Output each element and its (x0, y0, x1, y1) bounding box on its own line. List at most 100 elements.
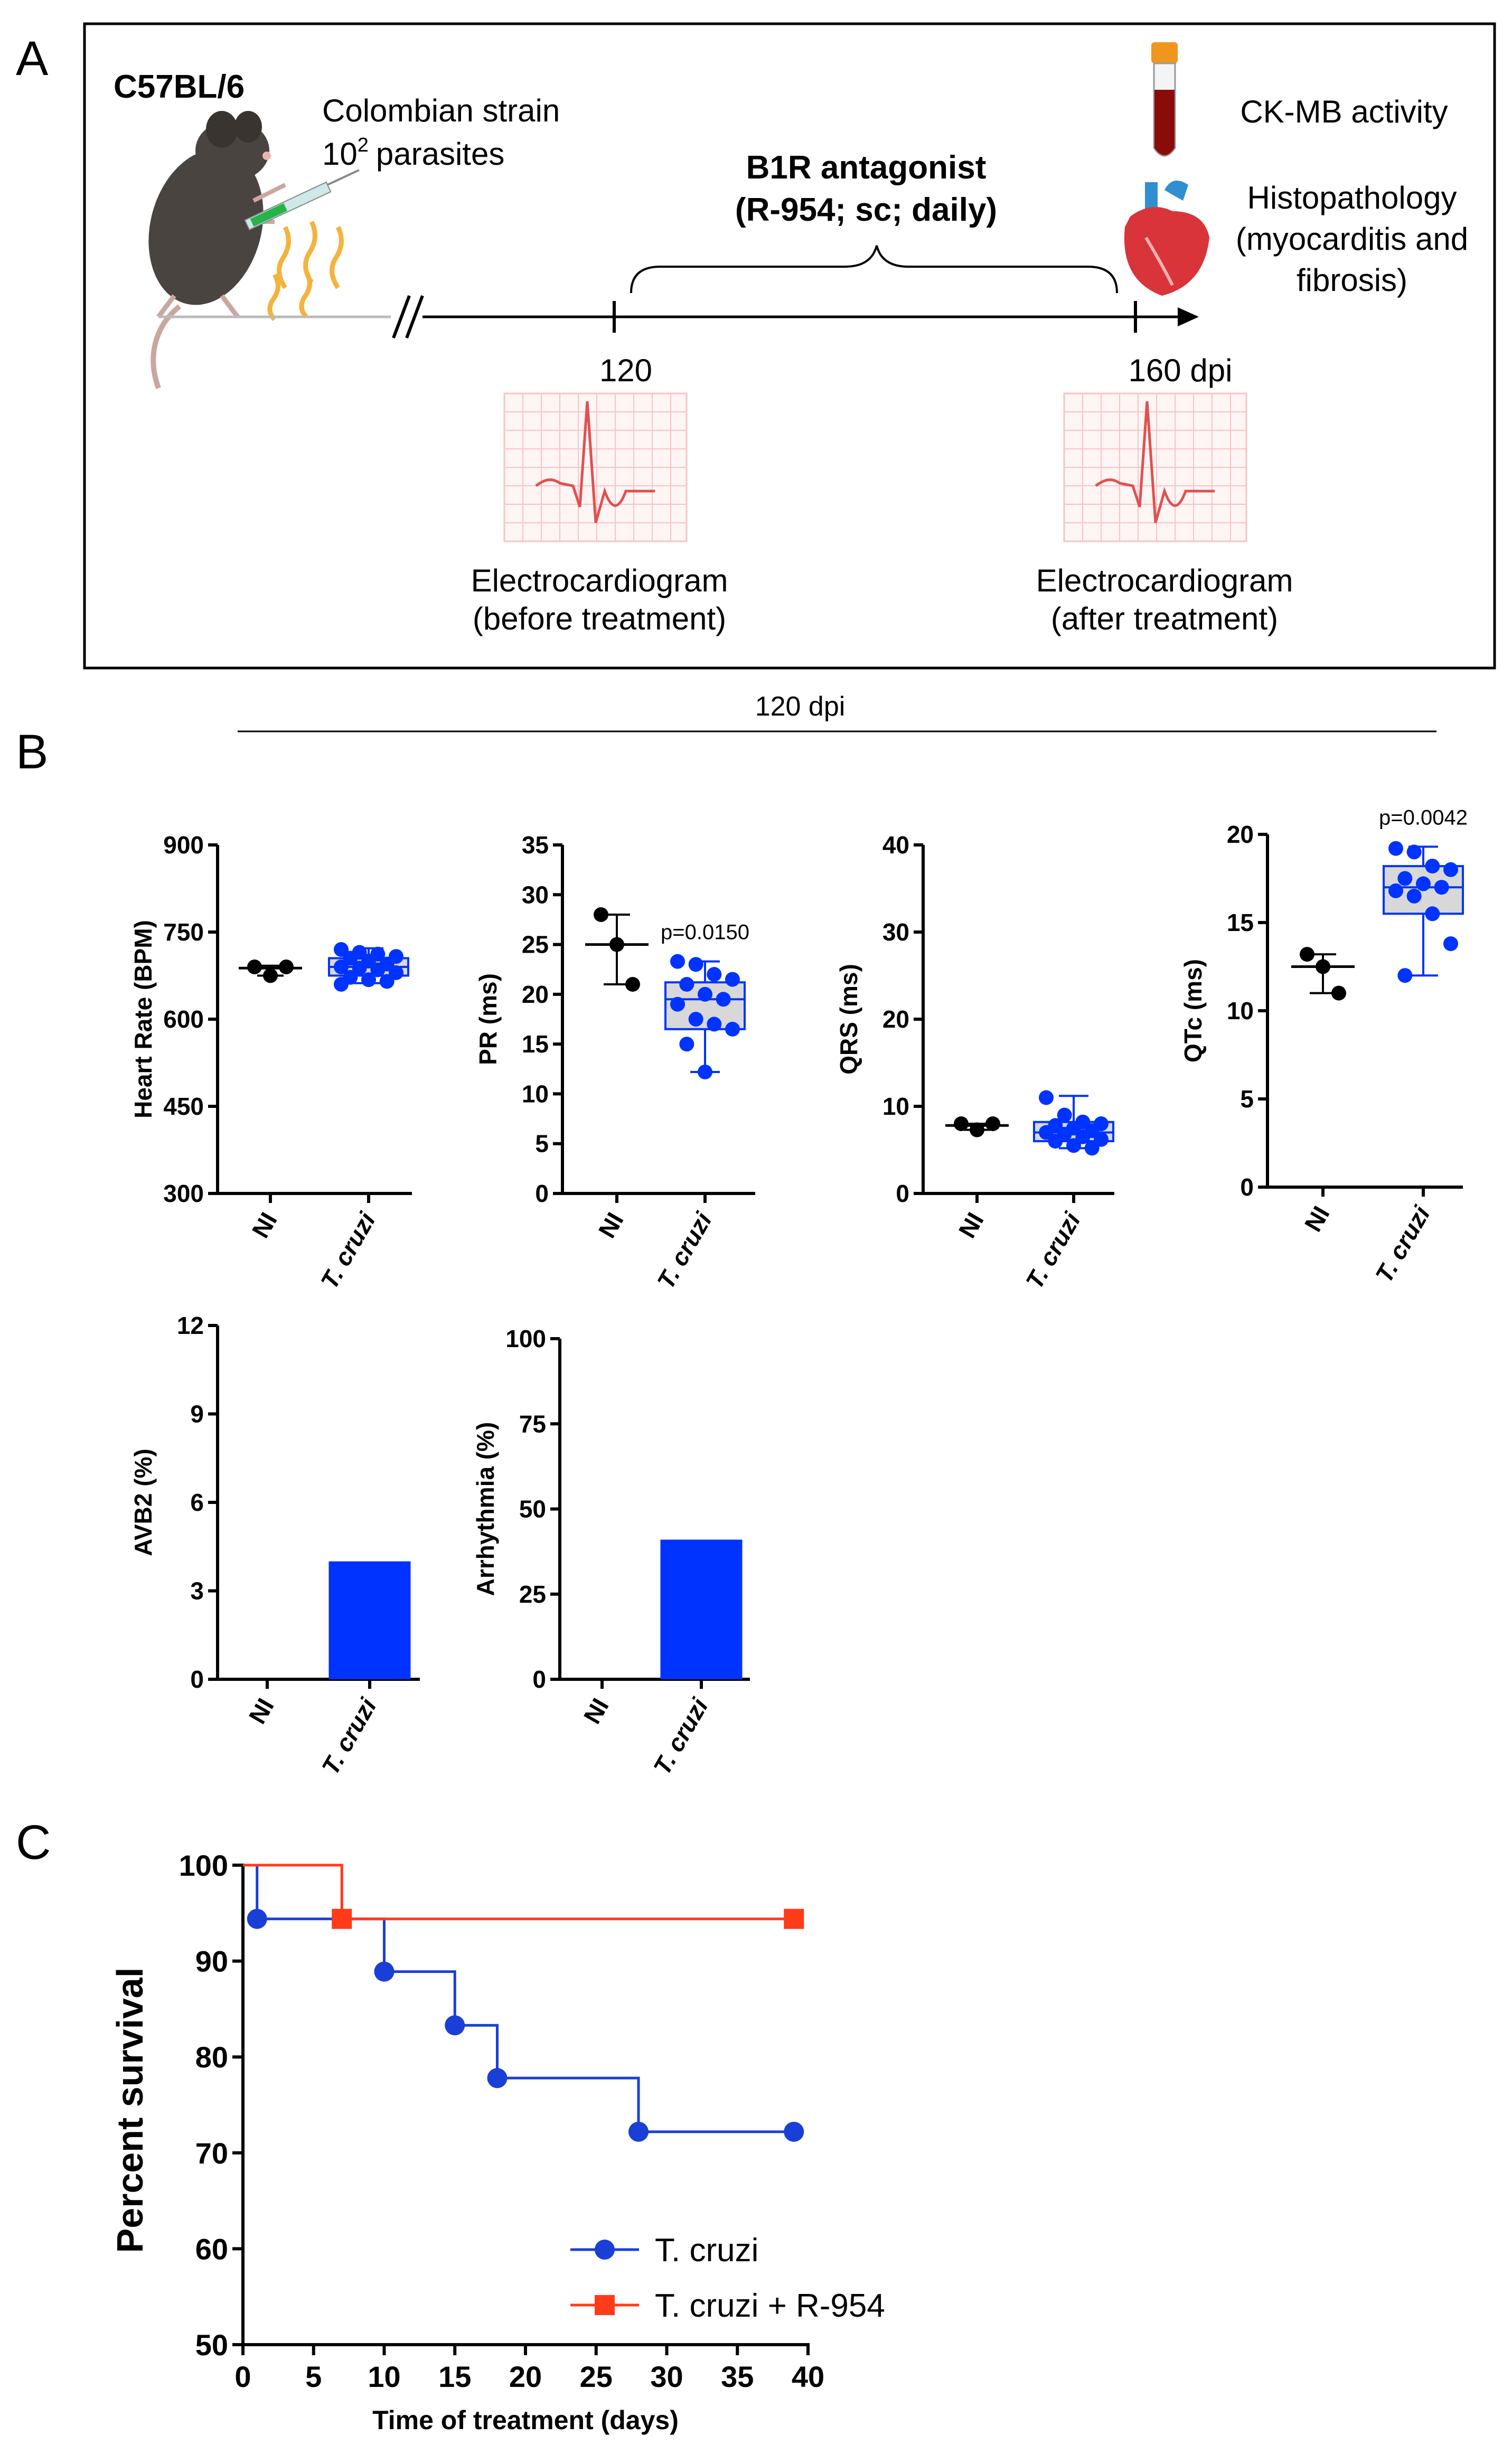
y-axis-label: Percent survival (109, 1968, 151, 2253)
tcruzi-point (1425, 859, 1440, 874)
y-tick-label: 750 (163, 918, 204, 946)
tcruzi-point (1094, 1132, 1109, 1147)
tcruzi-point (1397, 968, 1413, 983)
series-point-tcruzi (374, 1961, 395, 1982)
heart-rate-chart: 300 450 600 750 900 Heart Rate (BPM) NI T. cruz… (129, 831, 412, 1293)
y-tick-label: 5 (1240, 1085, 1254, 1113)
x-tick-label: T. cruzi (316, 1693, 382, 1780)
series-point-tcruzi (487, 2068, 508, 2089)
bar-tcruzi (660, 1539, 743, 1679)
ni-point (1331, 985, 1346, 1001)
p-value-label: p=0.0150 (661, 921, 749, 944)
x-tick-label: 10 (368, 2360, 400, 2393)
y-axis-label: Heart Rate (BPM) (129, 920, 157, 1118)
readout-histo-1: Histopathology (1247, 180, 1457, 215)
tcruzi-point (725, 972, 740, 987)
series-line-tcruzi (243, 1864, 794, 2133)
qrs-chart: 0 10 20 30 40 QRS (ms) NI T. cruzi (835, 831, 1114, 1293)
y-tick-label: 0 (896, 1180, 909, 1207)
legend-marker (595, 2295, 615, 2315)
mouse-icon (148, 111, 286, 389)
y-tick-label: 100 (505, 1325, 546, 1352)
tcruzi-point (698, 1064, 712, 1079)
y-tick-label: 25 (519, 1581, 546, 1608)
treatment-line1: B1R antagonist (746, 149, 987, 186)
readout-histo-3: fibrosis) (1297, 262, 1407, 298)
tcruzi-point (1388, 841, 1403, 856)
ni-point (954, 1116, 969, 1131)
avb2-chart: 0 3 6 9 12 AVB2 (%) NI T. cruzi (129, 1312, 420, 1779)
axis-break-1 (392, 295, 411, 339)
x-tick-label: 40 (792, 2360, 824, 2393)
panel-label-a: A (16, 32, 49, 86)
x-tick-label: NI (247, 1208, 283, 1243)
tcruzi-point (334, 942, 349, 957)
y-axis-label: QRS (ms) (835, 964, 862, 1075)
x-tick-label: 15 (438, 2360, 471, 2393)
y-tick-label: 20 (882, 1005, 909, 1033)
ecg-before-2: (before treatment) (473, 601, 726, 636)
ni-point (247, 960, 262, 974)
y-tick-label: 15 (1227, 909, 1254, 936)
treatment-line2: (R-954; sc; daily) (735, 192, 997, 228)
tcruzi-point (1084, 1141, 1100, 1156)
qtc-chart: 0 5 10 15 20 QTc (ms) NI T. cruzi p=0.0042 (1179, 806, 1468, 1287)
x-axis-label: Time of treatment (days) (372, 2405, 679, 2435)
x-tick-label: 5 (305, 2360, 322, 2393)
tcruzi-point (698, 986, 712, 1002)
tcruzi-point (334, 960, 349, 974)
tcruzi-point (1443, 936, 1458, 952)
tcruzi-point (688, 1012, 703, 1027)
axis-break-2 (405, 295, 424, 339)
tcruzi-point (670, 996, 685, 1012)
legend-label: T. cruzi (655, 2232, 758, 2269)
readout-histo-2: (myocarditis and (1236, 221, 1468, 257)
strain-name: Colombian strain (322, 93, 560, 128)
y-axis-label: QTc (ms) (1179, 959, 1207, 1062)
ni-point (1316, 959, 1330, 974)
tcruzi-point (670, 954, 685, 969)
ni-point (263, 968, 278, 983)
ni-point (279, 960, 294, 974)
x-tick-label: 20 (509, 2360, 542, 2393)
y-tick-label: 50 (519, 1496, 546, 1523)
tcruzi-point (716, 992, 731, 1007)
y-tick-label: 30 (522, 881, 549, 908)
x-tick-label: T. cruzi (315, 1207, 381, 1294)
mouse-strain: C57BL/6 (114, 69, 245, 105)
ni-point (609, 937, 624, 952)
tcruzi-point (1057, 1107, 1072, 1123)
ni-point (985, 1116, 1000, 1131)
pr-chart: 0 5 10 15 20 25 30 35 PR (ms) NI T. cruzi p=0.0150 (474, 831, 755, 1293)
series-line-tcruzi-r954 (243, 1864, 794, 1921)
legend-marker (595, 2240, 615, 2260)
readout-ck: CK-MB activity (1240, 94, 1448, 129)
tcruzi-point (707, 1017, 722, 1032)
y-tick-label: 5 (535, 1130, 549, 1158)
tcruzi-point (1416, 876, 1431, 891)
series-point-tcruzi (445, 2015, 465, 2036)
y-tick-label: 70 (195, 2137, 228, 2170)
syringe-icon (244, 169, 360, 231)
y-axis-label: AVB2 (%) (129, 1449, 157, 1556)
tcruzi-point (1039, 1090, 1054, 1105)
y-tick-label: 9 (190, 1400, 204, 1428)
y-tick-label: 20 (1227, 821, 1254, 848)
tcruzi-point (1388, 883, 1403, 898)
bar-tcruzi (328, 1561, 411, 1679)
arrhythmia-chart: 0 25 50 75 100 Arrhythmia (%) NI T. cruzi (472, 1325, 750, 1779)
y-tick-label: 60 (195, 2232, 228, 2265)
x-tick-label: 35 (721, 2360, 754, 2393)
y-tick-label: 6 (190, 1489, 204, 1516)
y-tick-label: 300 (163, 1180, 204, 1207)
y-tick-label: 12 (177, 1312, 204, 1339)
series-point-tcruzi (784, 2121, 804, 2142)
tcruzi-point (370, 962, 386, 977)
y-tick-label: 25 (522, 931, 549, 958)
y-axis-label: PR (ms) (474, 973, 502, 1065)
tcruzi-point (725, 1021, 740, 1037)
series-point-tcruzi (247, 1908, 267, 1929)
y-tick-label: 20 (522, 981, 549, 1008)
tcruzi-point (1397, 871, 1413, 886)
x-tick-label: T. cruzi (1020, 1207, 1086, 1294)
